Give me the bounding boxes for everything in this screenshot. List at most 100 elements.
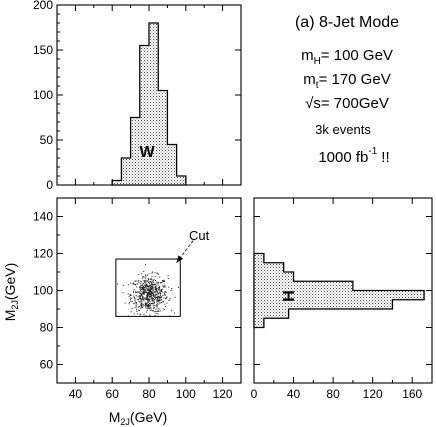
scatter-point xyxy=(129,294,131,296)
scatter-point xyxy=(154,284,156,286)
scatter-point xyxy=(141,294,143,296)
scatter-point xyxy=(142,287,144,289)
scatter-point xyxy=(168,286,170,288)
scatter-point xyxy=(143,282,145,284)
scatter-point xyxy=(130,294,132,296)
scatter-point xyxy=(154,314,156,316)
scatter-point xyxy=(149,284,151,286)
w-histogram-label: W xyxy=(139,144,155,161)
info-mh-sub: H xyxy=(314,56,321,67)
x-axis-title: M2J(GeV) xyxy=(109,409,168,427)
scatter-point xyxy=(159,285,161,287)
x-tick-label-bl-120: 120 xyxy=(213,387,233,401)
scatter-point xyxy=(146,293,148,295)
scatter-point xyxy=(124,302,126,304)
scatter-point xyxy=(157,307,159,309)
scatter-point xyxy=(163,279,165,281)
scatter-point xyxy=(157,296,159,298)
bottom-right-ticks: 0 40 80 120 160 xyxy=(251,198,433,401)
w-histogram-outline xyxy=(111,22,187,186)
scatter-point xyxy=(142,298,144,300)
scatter-point xyxy=(142,289,144,291)
scatter-point xyxy=(154,291,156,293)
scatter-point xyxy=(145,287,147,289)
scatter-point xyxy=(134,299,136,301)
scatter-point xyxy=(161,296,163,298)
scatter-point xyxy=(151,287,153,289)
y-tick-label-top-100: 100 xyxy=(33,88,53,102)
scatter-point xyxy=(141,306,143,308)
scatter-point xyxy=(135,301,137,303)
scatter-point xyxy=(141,307,143,309)
scatter-point xyxy=(150,278,152,280)
scatter-point xyxy=(146,307,148,309)
scatter-point xyxy=(139,288,141,290)
scatter-point xyxy=(147,298,149,300)
scatter-point xyxy=(130,282,132,284)
scatter-point xyxy=(150,288,152,290)
scatter-point xyxy=(148,307,150,309)
scatter-point xyxy=(151,300,153,302)
scatter-point xyxy=(142,297,144,299)
info-title: (a) 8-Jet Mode xyxy=(295,14,399,31)
scatter-point xyxy=(134,307,136,309)
scatter-point xyxy=(145,311,147,313)
scatter-point xyxy=(174,296,176,298)
scatter-point xyxy=(148,303,150,305)
scatter-point xyxy=(159,302,161,304)
scatter-point xyxy=(163,292,165,294)
scatter-point xyxy=(142,291,144,293)
scatter-point xyxy=(144,288,146,290)
scatter-point xyxy=(162,308,164,310)
scatter-point xyxy=(163,301,165,303)
scatter-point xyxy=(154,272,156,274)
scatter-point xyxy=(147,305,149,307)
scatter-point xyxy=(157,287,159,289)
scatter-point xyxy=(144,292,146,294)
scatter-point xyxy=(152,302,154,304)
scatter-point xyxy=(160,289,162,291)
scatter-point xyxy=(149,300,151,302)
scatter-point xyxy=(148,294,150,296)
x-tick-label-br-80: 80 xyxy=(326,387,340,401)
scatter-point xyxy=(139,286,141,288)
scatter-point xyxy=(162,286,164,288)
scatter-point xyxy=(146,305,148,307)
scatter-point xyxy=(145,281,147,283)
scatter-point xyxy=(136,286,138,288)
y-tick-label-bl-100: 100 xyxy=(33,284,53,298)
scatter-point xyxy=(150,296,152,298)
scatter-point xyxy=(151,285,153,287)
scatter-point xyxy=(154,286,156,288)
scatter-point xyxy=(151,310,153,312)
scatter-point xyxy=(135,292,137,294)
scatter-point xyxy=(127,293,129,295)
h-histogram-label: H xyxy=(279,290,296,302)
scatter-point xyxy=(150,280,152,282)
scatter-point xyxy=(166,302,168,304)
scatter-point xyxy=(133,295,135,297)
scatter-point xyxy=(122,284,124,286)
scatter-point xyxy=(139,299,141,301)
scatter-point xyxy=(163,294,165,296)
scatter-point xyxy=(146,285,148,287)
scatter-point xyxy=(139,301,141,303)
scatter-point xyxy=(127,284,129,286)
scatter-point xyxy=(138,295,140,297)
scatter-point xyxy=(155,279,157,281)
scatter-point xyxy=(149,309,151,311)
scatter-point xyxy=(143,300,145,302)
scatter-point xyxy=(146,304,148,306)
scatter-point xyxy=(147,302,149,304)
scatter-point xyxy=(152,284,154,286)
scatter-point xyxy=(148,286,150,288)
scatter-point xyxy=(135,305,137,307)
scatter-point xyxy=(143,284,145,286)
scatter-point xyxy=(147,301,149,303)
scatter-point xyxy=(142,276,144,278)
scatter-point xyxy=(139,293,141,295)
scatter-point xyxy=(145,282,147,284)
scatter-point xyxy=(147,307,149,309)
scatter-point xyxy=(142,292,144,294)
